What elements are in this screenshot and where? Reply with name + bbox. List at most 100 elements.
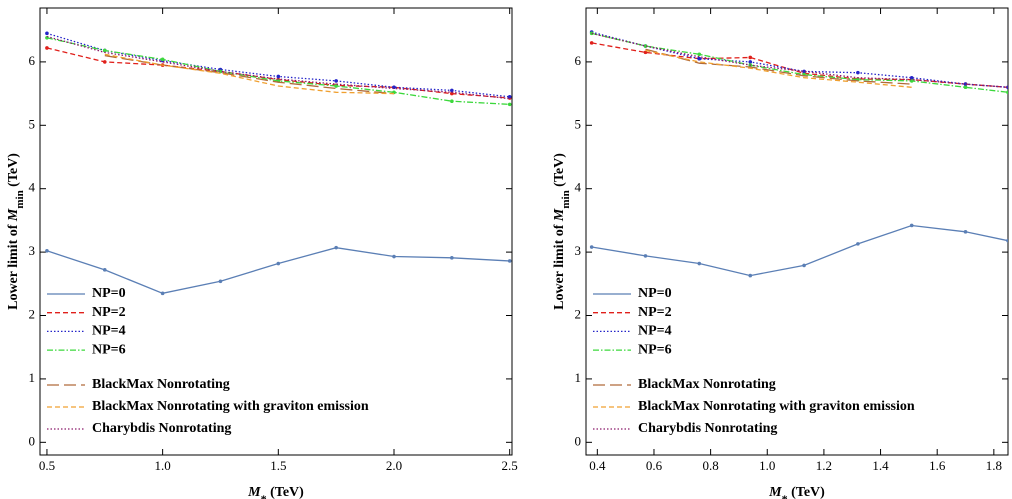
data-point — [963, 85, 968, 90]
data-point — [856, 242, 860, 246]
data-point — [102, 268, 107, 272]
series-line — [104, 54, 395, 95]
y-tick-label: 3 — [29, 243, 36, 258]
x-tick-label: 0.6 — [646, 458, 663, 473]
legend-label: NP=0 — [638, 286, 672, 301]
x-tick-label: 0.8 — [702, 458, 718, 473]
data-point — [450, 99, 454, 104]
data-point — [334, 245, 338, 250]
x-tick-label: 1.2 — [816, 458, 832, 473]
data-point — [218, 279, 223, 284]
y-tick-label: 1 — [29, 370, 36, 385]
legend-label: Charybdis Nonrotating — [92, 421, 231, 436]
legend-label: BlackMax Nonrotating with graviton emiss… — [638, 399, 915, 414]
data-point — [334, 79, 338, 83]
x-tick-label: 0.5 — [39, 458, 55, 473]
x-tick-label: 1.6 — [929, 458, 946, 473]
y-axis-label-part: (TeV) — [6, 153, 21, 191]
data-point — [802, 263, 806, 268]
data-point — [276, 261, 281, 266]
series-line — [645, 49, 912, 88]
series-line — [104, 53, 395, 95]
y-axis-label-part: min — [14, 190, 26, 208]
x-tick-label: 1.8 — [986, 458, 1002, 473]
series-line — [46, 32, 510, 98]
data-point — [643, 50, 648, 55]
data-point — [160, 291, 165, 296]
data-point — [102, 60, 107, 64]
x-axis-label-part: (TeV) — [267, 485, 305, 499]
data-point — [697, 56, 702, 61]
x-tick-label: 1.0 — [759, 458, 775, 473]
legend-label: BlackMax Nonrotating — [92, 377, 230, 392]
data-point — [856, 70, 860, 75]
data-point — [748, 273, 753, 278]
y-tick-label: 2 — [575, 306, 582, 321]
x-axis-label-part: M — [768, 485, 782, 499]
legend-label: NP=4 — [92, 324, 126, 339]
data-point — [450, 256, 454, 260]
legend-label: NP=4 — [638, 324, 672, 339]
data-point — [45, 249, 49, 253]
data-point — [45, 46, 49, 50]
y-axis-label: Lower limit of Mmin (TeV) — [552, 153, 571, 310]
legend-label: BlackMax Nonrotating with graviton emiss… — [92, 399, 369, 414]
data-point — [450, 88, 454, 93]
data-point — [45, 31, 49, 36]
legend-label: BlackMax Nonrotating — [638, 377, 776, 392]
y-tick-label: 1 — [575, 370, 582, 385]
data-point — [963, 82, 968, 86]
series-line — [46, 35, 510, 100]
series-line — [46, 47, 510, 99]
x-axis-label-part: * — [261, 492, 267, 499]
y-axis-label-part: min — [560, 190, 572, 208]
data-point — [909, 75, 914, 80]
legend-label: NP=6 — [638, 342, 672, 357]
data-point — [276, 74, 281, 79]
plot-area — [45, 31, 512, 296]
y-tick-label: 6 — [575, 53, 582, 68]
data-point — [909, 223, 914, 228]
data-point — [334, 84, 338, 88]
data-point — [748, 55, 753, 60]
y-tick-label: 0 — [29, 433, 36, 448]
data-point — [963, 230, 968, 234]
y-axis-label-part: M — [552, 208, 567, 222]
panel: 0 1 2 3 4 5 6 0.4 0.6 0.8 1.0 1.2 1.4 1.6 1.8 Lower lim… — [552, 7, 1009, 499]
data-point — [1006, 90, 1008, 95]
data-point — [1006, 85, 1008, 90]
data-point — [392, 254, 396, 259]
data-point — [697, 52, 702, 57]
plot-area — [589, 30, 1008, 278]
legend-label: NP=6 — [92, 342, 126, 357]
series-line — [46, 37, 510, 106]
y-tick-label: 2 — [29, 306, 36, 321]
series-line — [591, 31, 1008, 88]
data-point — [697, 261, 702, 266]
x-axis-label: M* (TeV) — [768, 485, 825, 499]
y-tick-label: 4 — [29, 180, 36, 195]
y-tick-label: 3 — [575, 243, 582, 258]
legend-label: NP=2 — [92, 305, 126, 320]
y-axis-label-part: Lower limit of — [6, 221, 21, 310]
y-tick-label: 5 — [575, 116, 582, 131]
y-axis-label-part: Lower limit of — [552, 221, 567, 310]
x-axis-label-part: M — [247, 485, 261, 499]
legend-label: NP=2 — [638, 305, 672, 320]
data-point — [160, 57, 165, 62]
x-axis-label: M* (TeV) — [247, 485, 304, 499]
y-axis-label: Lower limit of Mmin (TeV) — [6, 153, 25, 310]
series-line — [645, 48, 912, 85]
x-axis-label-part: (TeV) — [788, 485, 826, 499]
data-point — [507, 102, 512, 107]
x-axis-label-part: * — [782, 492, 788, 499]
y-tick-label: 4 — [575, 180, 582, 195]
y-tick-label: 0 — [575, 433, 582, 448]
data-point — [643, 44, 648, 48]
y-axis-label-part: (TeV) — [552, 153, 567, 191]
data-point — [102, 48, 107, 53]
series-line — [591, 32, 1008, 93]
data-point — [589, 41, 594, 45]
